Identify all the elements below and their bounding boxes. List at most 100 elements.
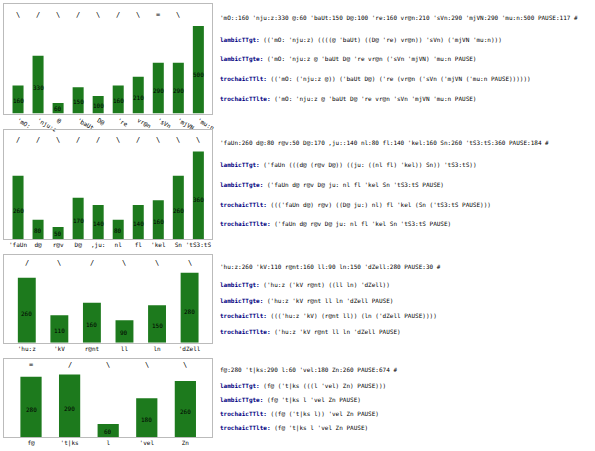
svg-text:\: \ — [183, 361, 187, 369]
svg-text:'vel: 'vel — [140, 439, 155, 446]
svg-text:'dZell: 'dZell — [179, 345, 201, 352]
svg-text:'t|ks: 't|ks — [61, 439, 79, 447]
svg-text:\: \ — [106, 361, 110, 369]
svg-text:/: / — [76, 136, 80, 144]
svg-text:260: 260 — [173, 207, 184, 214]
svg-text:80: 80 — [114, 227, 122, 234]
svg-text:\: \ — [16, 11, 20, 19]
svg-text:d@: d@ — [34, 241, 42, 248]
svg-text:'mO:: 'mO: — [16, 116, 32, 129]
svg-text:trochaicTTlt: ((f@ ('t|ks l)): trochaicTTlt: ((f@ ('t|ks l)) 'vel Zn PA… — [220, 410, 379, 418]
svg-text:/: / — [136, 136, 140, 144]
svg-text:@: @ — [56, 116, 63, 124]
svg-text:80: 80 — [34, 227, 42, 234]
svg-text:/: / — [76, 11, 80, 19]
svg-text:f@: f@ — [27, 439, 35, 446]
svg-text:160: 160 — [13, 97, 24, 104]
svg-text:/: / — [96, 136, 100, 144]
svg-text:lambicTTgte: ('mO: 'nju:z @ 'b: lambicTTgte: ('mO: 'nju:z @ 'baUt D@ 're… — [220, 55, 477, 63]
svg-text:trochaicTTlt: ((('hu:z 'kV) (r: trochaicTTlt: ((('hu:z 'kV) (r@nt ll)) (… — [220, 312, 437, 319]
svg-text:trochaicTTlte: ('mO: 'nju:z @: trochaicTTlte: ('mO: 'nju:z @ 'baUt D@ '… — [220, 95, 476, 103]
svg-text:/: / — [25, 259, 29, 267]
svg-text:'hu:z: 'hu:z — [18, 345, 36, 352]
svg-text:500: 500 — [193, 71, 204, 78]
svg-text:260: 260 — [13, 207, 24, 214]
svg-text:140: 140 — [133, 220, 144, 227]
svg-text:f@:280 't|ks:290 l:60 'vel:180: f@:280 't|ks:290 l:60 'vel:180 Zn:260 PA… — [220, 366, 397, 374]
svg-text:90: 90 — [120, 329, 128, 336]
svg-text:lambicTTgte: (f@ 't|ks l 'vel: lambicTTgte: (f@ 't|ks l 'vel Zn PAUSE) — [220, 396, 361, 404]
svg-text:140: 140 — [93, 220, 104, 227]
svg-text:60: 60 — [104, 428, 112, 435]
svg-text:\: \ — [116, 136, 120, 144]
svg-text:/: / — [36, 11, 40, 19]
svg-text:trochaicTTlt: (('mO: ('nju:z @: trochaicTTlt: (('mO: ('nju:z @)) ('baUt … — [220, 75, 531, 83]
svg-text:100: 100 — [93, 102, 104, 109]
svg-text:lambicTTgt: ('hu:z ('kV r@nt): lambicTTgt: ('hu:z ('kV r@nt) ((ll ln) '… — [220, 281, 390, 289]
svg-text:'baUt: 'baUt — [76, 116, 95, 131]
svg-text:Zn: Zn — [182, 439, 190, 446]
svg-text:lambicTTgt: (f@ ('t|ks (((l 'v: lambicTTgt: (f@ ('t|ks (((l 'vel) Zn) PA… — [220, 382, 386, 390]
svg-text:\: \ — [176, 136, 180, 144]
svg-text:'kel: 'kel — [151, 241, 166, 248]
svg-text:160: 160 — [153, 218, 164, 225]
svg-text:260: 260 — [180, 408, 191, 415]
svg-text:'faUn:260 d@:80 r@v:50 D@:170: 'faUn:260 d@:80 r@v:50 D@:170 ,ju::140 n… — [220, 139, 549, 147]
svg-text:trochaicTTlte: ('hu:z 'kV r@nt: trochaicTTlte: ('hu:z 'kV r@nt ll ln 'dZ… — [220, 328, 401, 335]
svg-text:50: 50 — [54, 230, 62, 237]
svg-text:170: 170 — [73, 217, 84, 224]
svg-text:'kV: 'kV — [54, 345, 65, 352]
svg-text:'mu:n: 'mu:n — [196, 116, 215, 131]
svg-text:D@: D@ — [96, 116, 106, 126]
svg-text:trochaicTTlte: ('faUn d@ r@v D: trochaicTTlte: ('faUn d@ r@v D@ ju: nl f… — [220, 220, 451, 228]
svg-text:150: 150 — [152, 322, 163, 329]
svg-text:vr@n: vr@n — [136, 116, 152, 129]
svg-text:\: \ — [57, 259, 61, 267]
svg-text:150: 150 — [73, 98, 84, 105]
svg-text:lambicTTgte: ('faUn d@ r@v D@: lambicTTgte: ('faUn d@ r@v D@ ju: nl fl … — [220, 181, 444, 189]
svg-text:'nju:z: 'nju:z — [36, 116, 59, 134]
svg-text:\: \ — [96, 11, 100, 19]
svg-text:/: / — [68, 361, 72, 369]
svg-text:/: / — [36, 136, 40, 144]
svg-text:lambicTTgt: (('mO: 'nju:z) (((: lambicTTgt: (('mO: 'nju:z) ((((@ 'baUt) … — [220, 36, 502, 44]
svg-text:'mO::160 'nju:z:330 @:60 'baUt: 'mO::160 'nju:z:330 @:60 'baUt:150 D@:10… — [220, 14, 578, 22]
svg-text:260: 260 — [21, 310, 32, 317]
svg-text:'mjVN: 'mjVN — [176, 116, 196, 132]
svg-text:\: \ — [156, 136, 160, 144]
svg-text:Sn: Sn — [175, 241, 183, 248]
svg-text:280: 280 — [26, 406, 37, 413]
svg-text:290: 290 — [173, 87, 184, 94]
svg-text:210: 210 — [133, 94, 144, 101]
svg-text:=: = — [156, 11, 160, 19]
svg-text:ll: ll — [121, 345, 129, 352]
svg-text:ln: ln — [153, 345, 161, 352]
svg-text:180: 180 — [141, 416, 152, 423]
svg-text:/: / — [90, 259, 94, 267]
svg-text:trochaicTTlte: (f@ 't|ks l 've: trochaicTTlte: (f@ 't|ks l 'vel Zn PAUSE… — [220, 424, 368, 432]
svg-text:'tS3:tS: 'tS3:tS — [186, 241, 212, 248]
svg-text:D@: D@ — [75, 241, 83, 248]
svg-text:360: 360 — [193, 196, 204, 203]
svg-text:,ju:: ,ju: — [91, 241, 105, 249]
svg-text:r@v: r@v — [53, 241, 64, 248]
svg-text:/: / — [16, 136, 20, 144]
svg-text:160: 160 — [113, 97, 124, 104]
svg-text:'sVn: 'sVn — [156, 116, 172, 129]
svg-text:trochaicTTlt: ((('faUn d@) r@v: trochaicTTlt: ((('faUn d@) r@v) ((D@ ju:… — [220, 201, 491, 209]
svg-text:\: \ — [188, 259, 192, 267]
svg-text:r@nt: r@nt — [85, 345, 100, 352]
svg-text:60: 60 — [54, 105, 62, 112]
svg-text:'faUn: 'faUn — [9, 241, 27, 248]
svg-text:280: 280 — [184, 308, 195, 315]
svg-text:330: 330 — [33, 84, 44, 91]
svg-text:'hu:z:260 'kV:110 r@nt:160 ll:: 'hu:z:260 'kV:110 r@nt:160 ll:90 ln:150 … — [220, 263, 441, 270]
svg-text:=: = — [29, 361, 33, 369]
svg-text:'re: 're — [116, 116, 129, 128]
svg-text:\: \ — [56, 136, 60, 144]
svg-text:fl: fl — [135, 241, 143, 248]
svg-text:\: \ — [136, 11, 140, 19]
svg-text:nl: nl — [115, 241, 123, 248]
svg-text:160: 160 — [86, 321, 97, 328]
svg-text:\: \ — [122, 259, 126, 267]
